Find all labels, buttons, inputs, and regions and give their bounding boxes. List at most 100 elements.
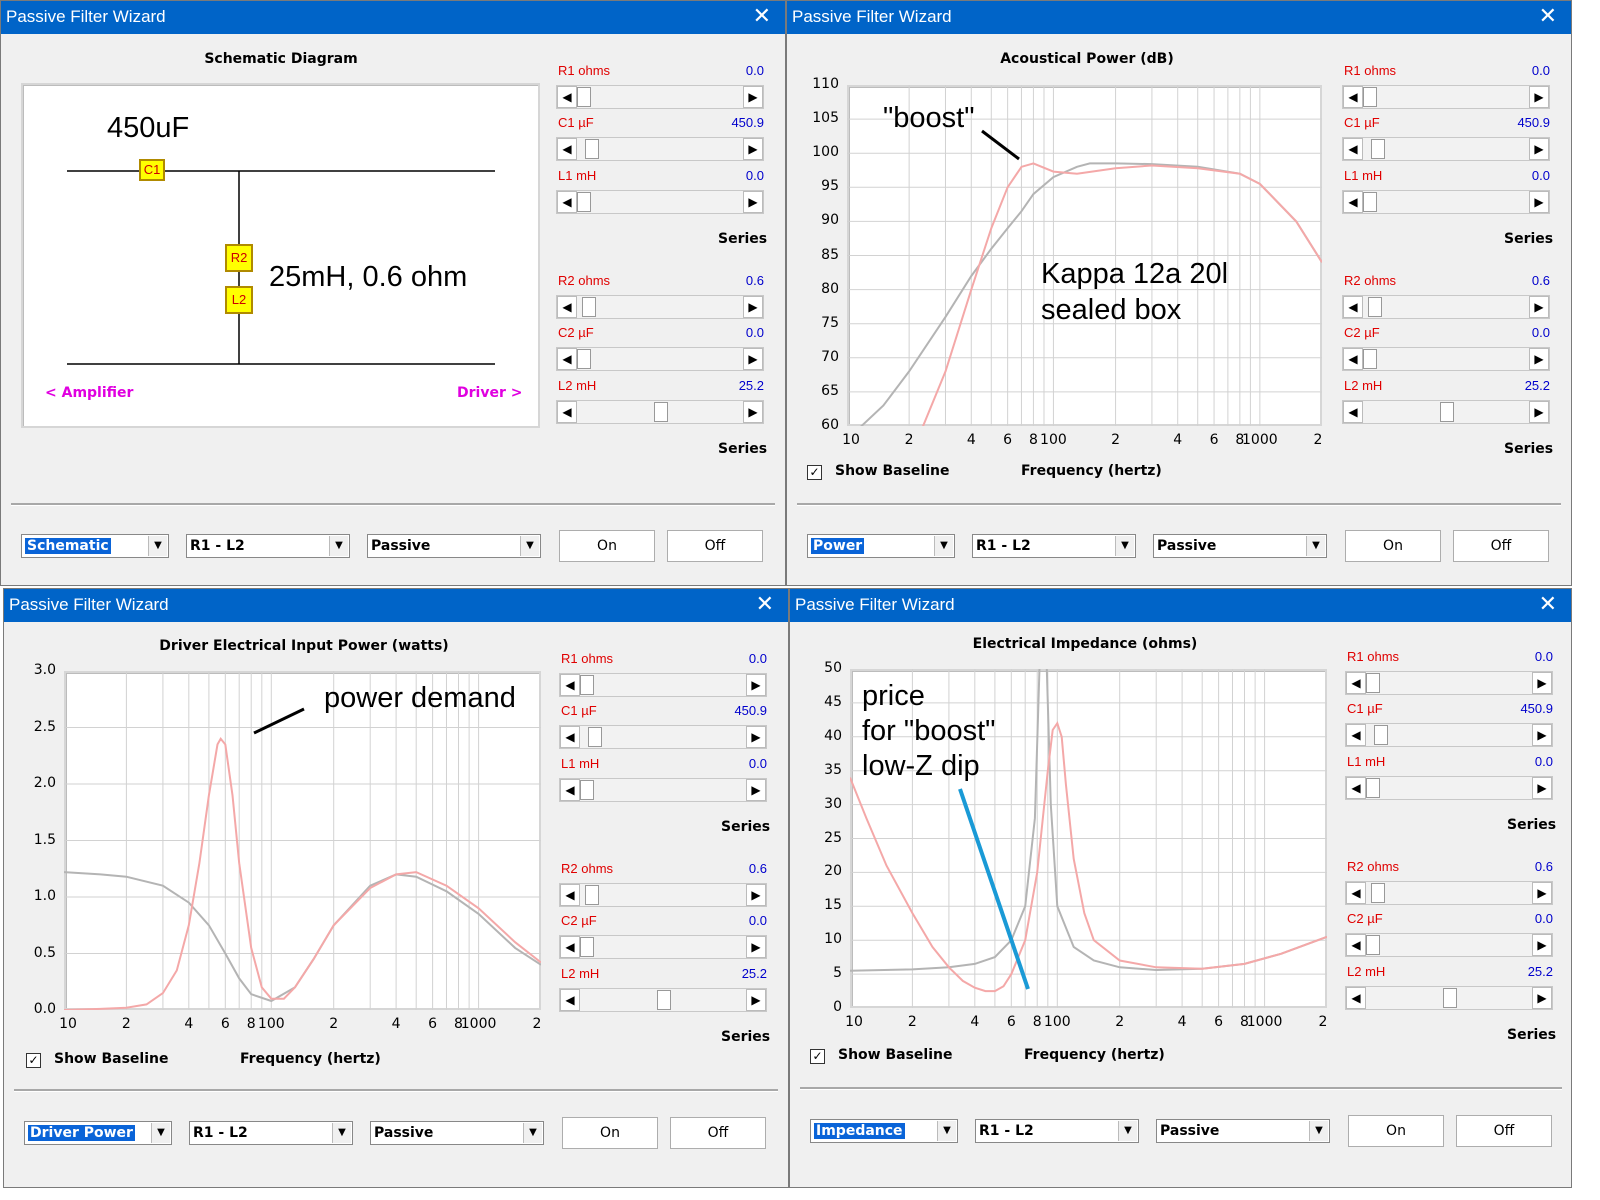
slider-thumb[interactable]: [1373, 725, 1388, 745]
slider-track[interactable]: ◀ ▶: [1342, 347, 1550, 371]
scroll-right-icon[interactable]: ▶: [743, 86, 763, 108]
network-select[interactable]: R1 - L2 ▼: [186, 534, 350, 558]
slider-track[interactable]: ◀ ▶: [559, 883, 767, 907]
scroll-right-icon[interactable]: ▶: [743, 191, 763, 213]
filter-type-select[interactable]: Passive ▼: [1153, 534, 1327, 558]
slider-track[interactable]: ◀ ▶: [1345, 776, 1553, 800]
scroll-left-icon[interactable]: ◀: [560, 674, 580, 696]
chevron-down-icon[interactable]: ▼: [1115, 536, 1134, 556]
view-select[interactable]: Schematic ▼: [21, 534, 169, 558]
slider-thumb[interactable]: [1367, 297, 1382, 317]
slider-thumb[interactable]: [1363, 349, 1377, 369]
chevron-down-icon[interactable]: ▼: [1309, 1121, 1328, 1141]
slider-thumb[interactable]: [1366, 778, 1380, 798]
slider-thumb[interactable]: [581, 297, 596, 317]
slider-track[interactable]: ◀ ▶: [1345, 933, 1553, 957]
scroll-left-icon[interactable]: ◀: [1346, 934, 1366, 956]
slider-track[interactable]: ◀ ▶: [1342, 137, 1550, 161]
filter-type-select[interactable]: Passive ▼: [370, 1121, 544, 1145]
slider-thumb[interactable]: [657, 990, 671, 1010]
show-baseline-checkbox[interactable]: ✓: [26, 1053, 41, 1068]
slider-thumb[interactable]: [1440, 402, 1454, 422]
scroll-left-icon[interactable]: ◀: [557, 296, 577, 318]
network-select[interactable]: R1 - L2 ▼: [189, 1121, 353, 1145]
slider-thumb[interactable]: [577, 87, 591, 107]
slider-thumb[interactable]: [587, 727, 602, 747]
off-button[interactable]: Off: [1456, 1115, 1552, 1147]
chevron-down-icon[interactable]: ▼: [520, 536, 539, 556]
off-button[interactable]: Off: [1453, 530, 1549, 562]
scroll-left-icon[interactable]: ◀: [1343, 86, 1363, 108]
on-button[interactable]: On: [1345, 530, 1441, 562]
close-icon[interactable]: ✕: [752, 4, 771, 29]
filter-type-select[interactable]: Passive ▼: [1156, 1119, 1330, 1143]
scroll-left-icon[interactable]: ◀: [1343, 138, 1363, 160]
slider-track[interactable]: ◀ ▶: [556, 137, 764, 161]
slider-track[interactable]: ◀ ▶: [1345, 986, 1553, 1010]
title-bar[interactable]: Passive Filter Wizard ✕: [4, 589, 788, 622]
scroll-right-icon[interactable]: ▶: [746, 726, 766, 748]
chevron-down-icon[interactable]: ▼: [151, 1123, 170, 1143]
scroll-left-icon[interactable]: ◀: [557, 191, 577, 213]
scroll-right-icon[interactable]: ▶: [746, 779, 766, 801]
slider-track[interactable]: ◀ ▶: [559, 988, 767, 1012]
scroll-right-icon[interactable]: ▶: [1529, 401, 1549, 423]
scroll-right-icon[interactable]: ▶: [743, 138, 763, 160]
slider-track[interactable]: ◀ ▶: [559, 673, 767, 697]
r2-resistor[interactable]: R2: [225, 244, 253, 272]
off-button[interactable]: Off: [670, 1117, 766, 1149]
slider-track[interactable]: ◀ ▶: [559, 725, 767, 749]
slider-thumb[interactable]: [1370, 139, 1385, 159]
scroll-right-icon[interactable]: ▶: [1529, 191, 1549, 213]
chevron-down-icon[interactable]: ▼: [523, 1123, 542, 1143]
slider-track[interactable]: ◀ ▶: [559, 778, 767, 802]
view-select[interactable]: Impedance ▼: [810, 1119, 958, 1143]
show-baseline-checkbox[interactable]: ✓: [810, 1049, 825, 1064]
scroll-left-icon[interactable]: ◀: [560, 936, 580, 958]
slider-track[interactable]: ◀ ▶: [1345, 671, 1553, 695]
slider-track[interactable]: ◀ ▶: [1342, 85, 1550, 109]
close-icon[interactable]: ✕: [1538, 592, 1557, 617]
slider-thumb[interactable]: [1363, 87, 1377, 107]
slider-track[interactable]: ◀ ▶: [1342, 400, 1550, 424]
chevron-down-icon[interactable]: ▼: [934, 536, 953, 556]
slider-track[interactable]: ◀ ▶: [556, 295, 764, 319]
filter-type-select[interactable]: Passive ▼: [367, 534, 541, 558]
scroll-left-icon[interactable]: ◀: [1346, 777, 1366, 799]
slider-track[interactable]: ◀ ▶: [559, 935, 767, 959]
scroll-right-icon[interactable]: ▶: [1529, 138, 1549, 160]
slider-track[interactable]: ◀ ▶: [556, 190, 764, 214]
slider-thumb[interactable]: [580, 937, 594, 957]
scroll-left-icon[interactable]: ◀: [1346, 987, 1366, 1009]
scroll-right-icon[interactable]: ▶: [743, 296, 763, 318]
network-select[interactable]: R1 - L2 ▼: [975, 1119, 1139, 1143]
scroll-right-icon[interactable]: ▶: [1532, 934, 1552, 956]
slider-thumb[interactable]: [654, 402, 668, 422]
view-select[interactable]: Driver Power ▼: [24, 1121, 172, 1145]
title-bar[interactable]: Passive Filter Wizard ✕: [1, 1, 785, 34]
slider-thumb[interactable]: [584, 139, 599, 159]
chevron-down-icon[interactable]: ▼: [329, 536, 348, 556]
slider-thumb[interactable]: [577, 349, 591, 369]
on-button[interactable]: On: [559, 530, 655, 562]
slider-track[interactable]: ◀ ▶: [556, 347, 764, 371]
scroll-left-icon[interactable]: ◀: [1343, 401, 1363, 423]
slider-track[interactable]: ◀ ▶: [1345, 881, 1553, 905]
scroll-right-icon[interactable]: ▶: [746, 674, 766, 696]
slider-thumb[interactable]: [1370, 883, 1385, 903]
chevron-down-icon[interactable]: ▼: [1118, 1121, 1137, 1141]
close-icon[interactable]: ✕: [1538, 4, 1557, 29]
c1-capacitor[interactable]: C1: [139, 159, 165, 181]
scroll-left-icon[interactable]: ◀: [557, 401, 577, 423]
scroll-right-icon[interactable]: ▶: [746, 936, 766, 958]
driver-nav[interactable]: Driver >: [457, 385, 523, 401]
close-icon[interactable]: ✕: [755, 592, 774, 617]
show-baseline-checkbox[interactable]: ✓: [807, 465, 822, 480]
scroll-right-icon[interactable]: ▶: [1532, 724, 1552, 746]
chevron-down-icon[interactable]: ▼: [937, 1121, 956, 1141]
scroll-left-icon[interactable]: ◀: [1346, 672, 1366, 694]
scroll-left-icon[interactable]: ◀: [1346, 724, 1366, 746]
chevron-down-icon[interactable]: ▼: [1306, 536, 1325, 556]
slider-thumb[interactable]: [1366, 935, 1380, 955]
scroll-right-icon[interactable]: ▶: [743, 401, 763, 423]
